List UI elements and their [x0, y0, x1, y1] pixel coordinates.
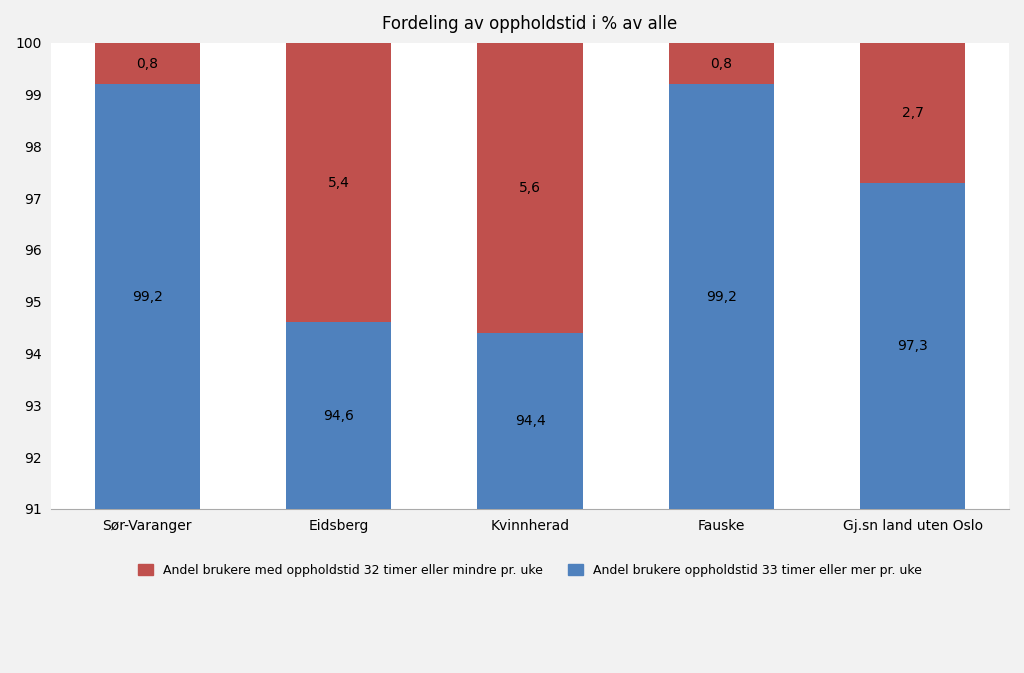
Title: Fordeling av oppholdstid i % av alle: Fordeling av oppholdstid i % av alle — [382, 15, 678, 33]
Text: 99,2: 99,2 — [706, 289, 737, 304]
Bar — [286, 322, 391, 509]
Bar — [860, 43, 966, 182]
Bar — [860, 182, 966, 509]
Legend: Andel brukere med oppholdstid 32 timer eller mindre pr. uke, Andel brukere oppho: Andel brukere med oppholdstid 32 timer e… — [133, 559, 927, 582]
Text: 97,3: 97,3 — [897, 339, 928, 353]
Bar — [286, 43, 391, 322]
Text: 94,4: 94,4 — [515, 414, 546, 428]
Text: 94,6: 94,6 — [324, 409, 354, 423]
Text: 5,4: 5,4 — [328, 176, 349, 190]
Bar — [94, 43, 200, 84]
Text: 99,2: 99,2 — [132, 289, 163, 304]
Bar — [669, 43, 774, 84]
Bar — [669, 84, 774, 509]
Text: 0,8: 0,8 — [711, 57, 732, 71]
Text: 2,7: 2,7 — [902, 106, 924, 120]
Text: 0,8: 0,8 — [136, 57, 159, 71]
Bar — [477, 333, 583, 509]
Bar — [477, 43, 583, 333]
Bar — [94, 84, 200, 509]
Text: 5,6: 5,6 — [519, 181, 541, 195]
